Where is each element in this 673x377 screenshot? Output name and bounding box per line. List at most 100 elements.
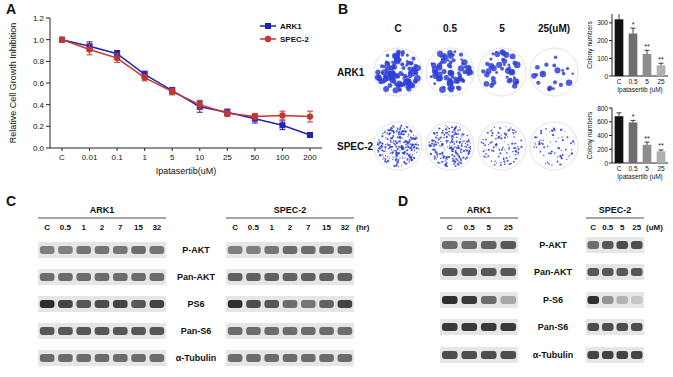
y-axis-label: Colony numbers — [586, 111, 594, 159]
colony — [538, 141, 540, 143]
condition-label: C — [394, 23, 401, 34]
colony — [548, 163, 550, 165]
x-tick-label: C — [617, 165, 622, 172]
colony — [513, 136, 515, 138]
colony — [447, 50, 453, 56]
colony — [414, 80, 417, 83]
colony — [387, 143, 389, 145]
legend-marker — [265, 36, 271, 42]
colony — [491, 135, 493, 137]
colony — [566, 67, 569, 70]
lane-label: 0.5 — [464, 223, 476, 232]
band — [131, 300, 146, 308]
colony — [457, 86, 462, 91]
lane-label: 7 — [118, 223, 123, 232]
colony — [458, 147, 459, 148]
colony — [441, 145, 443, 147]
colony — [534, 142, 535, 143]
colony — [487, 155, 489, 157]
colony — [547, 162, 549, 164]
colony — [468, 150, 470, 152]
colony — [395, 155, 397, 157]
blot-strip — [586, 347, 644, 363]
colony — [494, 51, 500, 57]
group-label: SPEC-2 — [274, 205, 307, 215]
band — [131, 246, 146, 254]
colony — [557, 156, 559, 158]
band — [246, 246, 261, 254]
band — [319, 354, 334, 362]
y-tick-label: 0.2 — [33, 122, 45, 131]
colony — [499, 152, 501, 154]
colony — [389, 132, 391, 134]
y-tick — [609, 163, 612, 164]
colony — [378, 152, 379, 153]
colony — [515, 151, 517, 153]
colony — [562, 72, 566, 76]
colony — [437, 156, 438, 157]
colony — [513, 161, 514, 162]
blot-strip — [38, 350, 166, 366]
colony — [397, 146, 398, 147]
significance: * — [632, 21, 635, 28]
western-blot: P-AKTPan-AKTP-S6Pan-S6α-TubulinARK1C0.55… — [440, 205, 663, 363]
lane-label: 0.5 — [602, 223, 614, 232]
colony — [508, 129, 510, 131]
colony — [458, 156, 460, 158]
colony — [538, 143, 540, 145]
x-tick — [117, 148, 118, 151]
lane-label: 5 — [620, 223, 625, 232]
colony — [447, 134, 449, 136]
colony — [468, 66, 471, 69]
colony — [401, 148, 403, 150]
colony — [439, 86, 446, 93]
colony — [566, 159, 567, 160]
colony — [461, 148, 463, 150]
colony — [436, 158, 437, 159]
colony — [451, 136, 452, 137]
colony — [491, 80, 496, 85]
colony — [445, 127, 446, 128]
x-tick-label: 0.5 — [628, 78, 637, 85]
x-tick-label: C — [617, 78, 622, 85]
x-tick — [144, 148, 145, 151]
colony — [447, 132, 448, 133]
colony — [460, 150, 462, 152]
colony — [560, 155, 562, 157]
lane-label: 5 — [487, 223, 492, 232]
band — [228, 246, 243, 254]
colony — [483, 150, 485, 152]
colony-dish — [530, 122, 578, 170]
band — [113, 246, 128, 254]
colony — [565, 149, 567, 151]
colony — [405, 141, 407, 143]
colony — [513, 147, 515, 149]
x-tick-label: 1 — [142, 153, 147, 162]
colony — [377, 144, 378, 145]
colony — [377, 149, 378, 150]
error-bar — [197, 100, 203, 109]
colony — [448, 127, 449, 128]
colony — [406, 150, 407, 151]
lane-label: 2 — [288, 223, 293, 232]
colony — [572, 140, 574, 142]
colony — [498, 156, 500, 158]
colony — [412, 154, 413, 155]
colony — [439, 145, 440, 146]
colony-dish — [530, 48, 578, 96]
colony — [430, 75, 433, 78]
y-tick — [609, 40, 612, 41]
colony — [391, 151, 393, 153]
y-tick-label: 0.0 — [33, 144, 45, 153]
colony — [398, 131, 400, 133]
colony — [383, 151, 385, 153]
error-bar — [279, 111, 285, 120]
colony — [375, 69, 380, 74]
colony — [436, 65, 442, 71]
colony — [393, 150, 395, 152]
colony — [458, 146, 460, 148]
band — [283, 246, 298, 254]
colony — [399, 150, 400, 151]
colony — [381, 149, 383, 151]
colony — [515, 158, 516, 159]
